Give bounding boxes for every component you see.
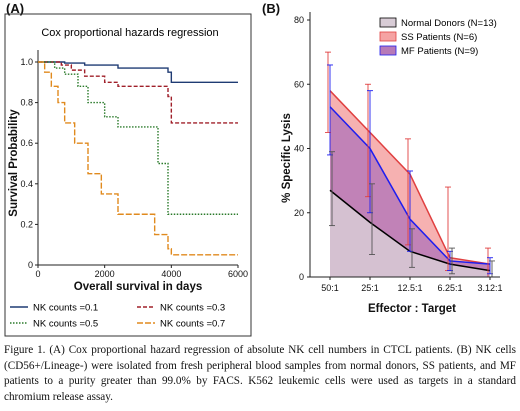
legend-label: NK counts =0.3 <box>160 303 225 314</box>
legend-label: NK counts =0.7 <box>160 319 225 330</box>
x-tick-label: 3.12:1 <box>477 283 502 293</box>
y-tick-label: 60 <box>294 79 304 89</box>
x-tick-label: 4000 <box>161 269 181 279</box>
survival-line <box>38 61 238 124</box>
y-tick-label: 0.6 <box>20 138 33 148</box>
x-tick-label: 6.25:1 <box>437 283 462 293</box>
y-tick-label: 1.0 <box>20 57 33 67</box>
chart-a-xlabel: Overall survival in days <box>74 281 203 293</box>
chart-b-ylabel: % Specific Lysis <box>281 113 293 203</box>
area-fill <box>330 190 490 277</box>
figure-caption: Figure 1. (A) Cox proportional hazard re… <box>4 344 516 403</box>
y-tick-label: 80 <box>294 15 304 25</box>
legend-label: NK counts =0.5 <box>33 319 98 330</box>
y-tick-label: 0.8 <box>20 98 33 108</box>
chart-b-xlabel: Effector : Target <box>368 303 456 315</box>
y-tick-label: 0.2 <box>20 219 33 229</box>
survival-line <box>38 61 238 256</box>
y-tick-label: 0 <box>299 272 304 282</box>
survival-line <box>38 61 238 83</box>
y-tick-label: 40 <box>294 144 304 154</box>
x-tick-label: 50:1 <box>321 283 339 293</box>
legend-label: MF Patients (N=9) <box>401 46 478 57</box>
legend-swatch <box>379 45 397 56</box>
y-tick-label: 0.4 <box>20 179 33 189</box>
chart-a-ylabel: Survival Probability <box>8 109 20 217</box>
legend-swatch <box>379 17 397 28</box>
panel-b-label: (B) <box>262 1 281 16</box>
legend-swatch <box>379 31 397 42</box>
chart-a-frame <box>4 13 252 337</box>
x-tick-label: 6000 <box>228 269 248 279</box>
survival-line <box>38 61 238 215</box>
x-tick-label: 25:1 <box>361 283 379 293</box>
legend-label: NK counts =0.1 <box>33 303 98 314</box>
chart-a-title: Cox proportional hazards regression <box>41 27 218 39</box>
panel-a-label: (A) <box>6 1 25 16</box>
survival-chart: Cox proportional hazards regression Surv… <box>4 13 252 337</box>
x-tick-label: 12.5:1 <box>397 283 422 293</box>
y-tick-label: 0 <box>28 260 33 270</box>
legend-label: Normal Donors (N=13) <box>401 18 497 29</box>
x-tick-label: 2000 <box>95 269 115 279</box>
legend-label: SS Patients (N=6) <box>401 32 477 43</box>
x-tick-label: 0 <box>35 269 40 279</box>
lysis-chart: % Specific Lysis Effector : Target 0 20 40… <box>281 12 503 315</box>
y-tick-label: 20 <box>294 208 304 218</box>
